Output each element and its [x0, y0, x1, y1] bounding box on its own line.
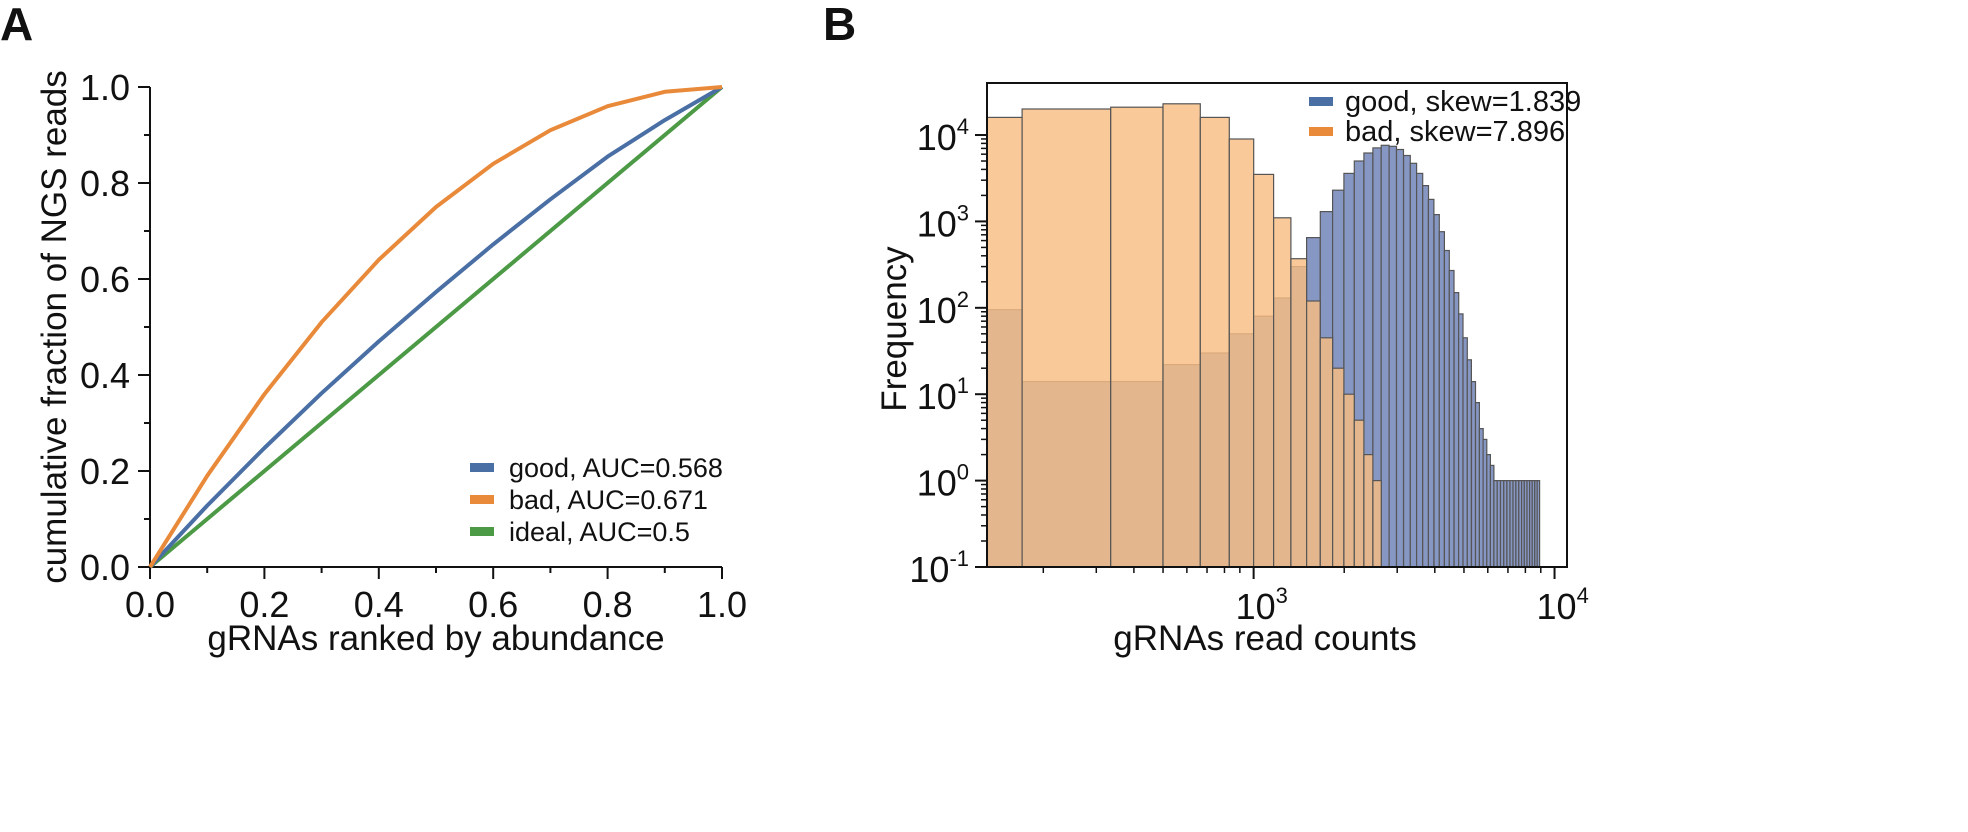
series-line-2 [148, 85, 724, 569]
panel-a-line-chart: 0.0 0.2 0.4 0.6 0.8 1.0 0.0 0.2 0.4 0.6 0.8 1.0 gRNA… [35, 67, 747, 658]
legend-swatch-1 [470, 495, 494, 504]
y-tick-base: 10 [917, 203, 957, 244]
legend-swatch-2 [470, 527, 494, 536]
histogram-bar-bad [1331, 367, 1345, 568]
legend-label-1: bad, AUC=0.671 [509, 485, 708, 515]
x-tick-exponent: 3 [1276, 583, 1288, 608]
histogram-bar-good [1395, 148, 1405, 568]
y-tick-base: 10 [917, 463, 957, 504]
histogram-bar-bad [1290, 258, 1308, 568]
x-tick-label: 0.6 [468, 584, 518, 625]
histogram-bar-good [1415, 172, 1424, 568]
x-tick-label: 104 [1537, 583, 1589, 627]
y-tick-exponent: 0 [957, 460, 969, 485]
histogram-bar-good [1462, 337, 1468, 568]
histogram-bar-good [1380, 144, 1390, 568]
x-tick-base: 10 [1236, 586, 1276, 627]
y-tick-exponent: 1 [957, 373, 969, 398]
histogram-bar-good [1388, 145, 1398, 568]
histogram-bar-good [1427, 198, 1435, 568]
y-tick-base: 10 [917, 117, 957, 158]
histogram-bar-good [1433, 214, 1440, 568]
plot-frame [986, 82, 1568, 568]
y-tick-label: 0.2 [80, 451, 130, 492]
x-tick-label: 1.0 [697, 584, 747, 625]
histogram-bar-bad [1162, 103, 1201, 568]
y-tick-label: 100 [917, 460, 969, 504]
histogram-bar-bad [1110, 106, 1164, 568]
y-tick-base: 10 [917, 290, 957, 331]
histogram-bar-good [1402, 154, 1411, 568]
histogram-bar-bad [1252, 173, 1275, 568]
y-tick-label: 102 [917, 287, 969, 331]
y-tick-label: 0.4 [80, 355, 130, 396]
histogram-bar-good [1438, 231, 1446, 568]
histogram-bar-bad [1272, 217, 1292, 568]
panel-label-a: A [0, 0, 33, 50]
histogram-bar-bad [1021, 108, 1112, 568]
histogram-bar-bad [1305, 300, 1321, 568]
y-tick-label: 10-1 [909, 546, 969, 590]
x-axis-title: gRNAs read counts [1113, 619, 1416, 658]
histogram-bar-bad [1343, 393, 1355, 568]
y-axis-title: Frequency [875, 246, 914, 412]
y-axis-title: cumulative fraction of NGS reads [35, 70, 74, 584]
legend-label-0: good, skew=1.839 [1345, 86, 1581, 118]
y-tick-label: 0.8 [80, 163, 130, 204]
histogram-bar-good [1448, 269, 1455, 568]
histogram-bar-good [1457, 313, 1464, 568]
histogram-bar-good [1466, 359, 1473, 568]
y-tick-label: 104 [917, 114, 969, 158]
histogram-bar-bad [986, 116, 1023, 568]
x-tick-label: 103 [1236, 583, 1288, 627]
series-line-1 [148, 85, 723, 569]
legend-label-2: ideal, AUC=0.5 [509, 517, 690, 547]
y-tick-label: 0.0 [80, 547, 130, 588]
x-tick-label: 0.2 [239, 584, 289, 625]
x-tick-label: 0.8 [583, 584, 633, 625]
legend-swatch-0 [1309, 97, 1333, 106]
x-tick-label: 0.0 [125, 584, 175, 625]
series-line-0 [148, 85, 724, 569]
legend-swatch-1 [1309, 127, 1333, 136]
legend-label-0: good, AUC=0.568 [509, 453, 723, 483]
y-tick-label: 101 [917, 373, 969, 417]
histogram-bar-good [1409, 162, 1418, 568]
x-axis-title: gRNAs ranked by abundance [207, 619, 664, 658]
histogram-bar-good [1536, 480, 1541, 568]
x-tick-exponent: 4 [1577, 583, 1589, 608]
y-tick-label: 0.6 [80, 259, 130, 300]
legend-swatch-0 [470, 463, 494, 472]
panel-label-b: B [823, 0, 856, 50]
y-tick-base: 10 [917, 376, 957, 417]
legend-label-1: bad, skew=7.896 [1345, 116, 1565, 148]
histogram-bar-bad [1372, 480, 1382, 568]
histogram-bar-bad [1353, 419, 1365, 568]
histogram-bar-bad [1319, 337, 1334, 568]
histogram-bar-bad [1228, 138, 1255, 568]
histogram-bar-good [1443, 249, 1450, 568]
x-tick-label: 0.4 [354, 584, 404, 625]
histogram-bar-good [1422, 185, 1430, 568]
y-tick-exponent: 2 [957, 287, 969, 312]
y-tick-base: 10 [909, 549, 949, 590]
y-tick-exponent: 4 [957, 114, 969, 139]
histogram-bar-bad [1363, 454, 1374, 568]
y-tick-exponent: 3 [957, 200, 969, 225]
histogram-bar-bad [1199, 116, 1230, 568]
y-tick-label: 103 [917, 200, 969, 244]
y-tick-exponent: -1 [949, 546, 969, 571]
x-tick-base: 10 [1537, 586, 1577, 627]
y-tick-label: 1.0 [80, 67, 130, 108]
